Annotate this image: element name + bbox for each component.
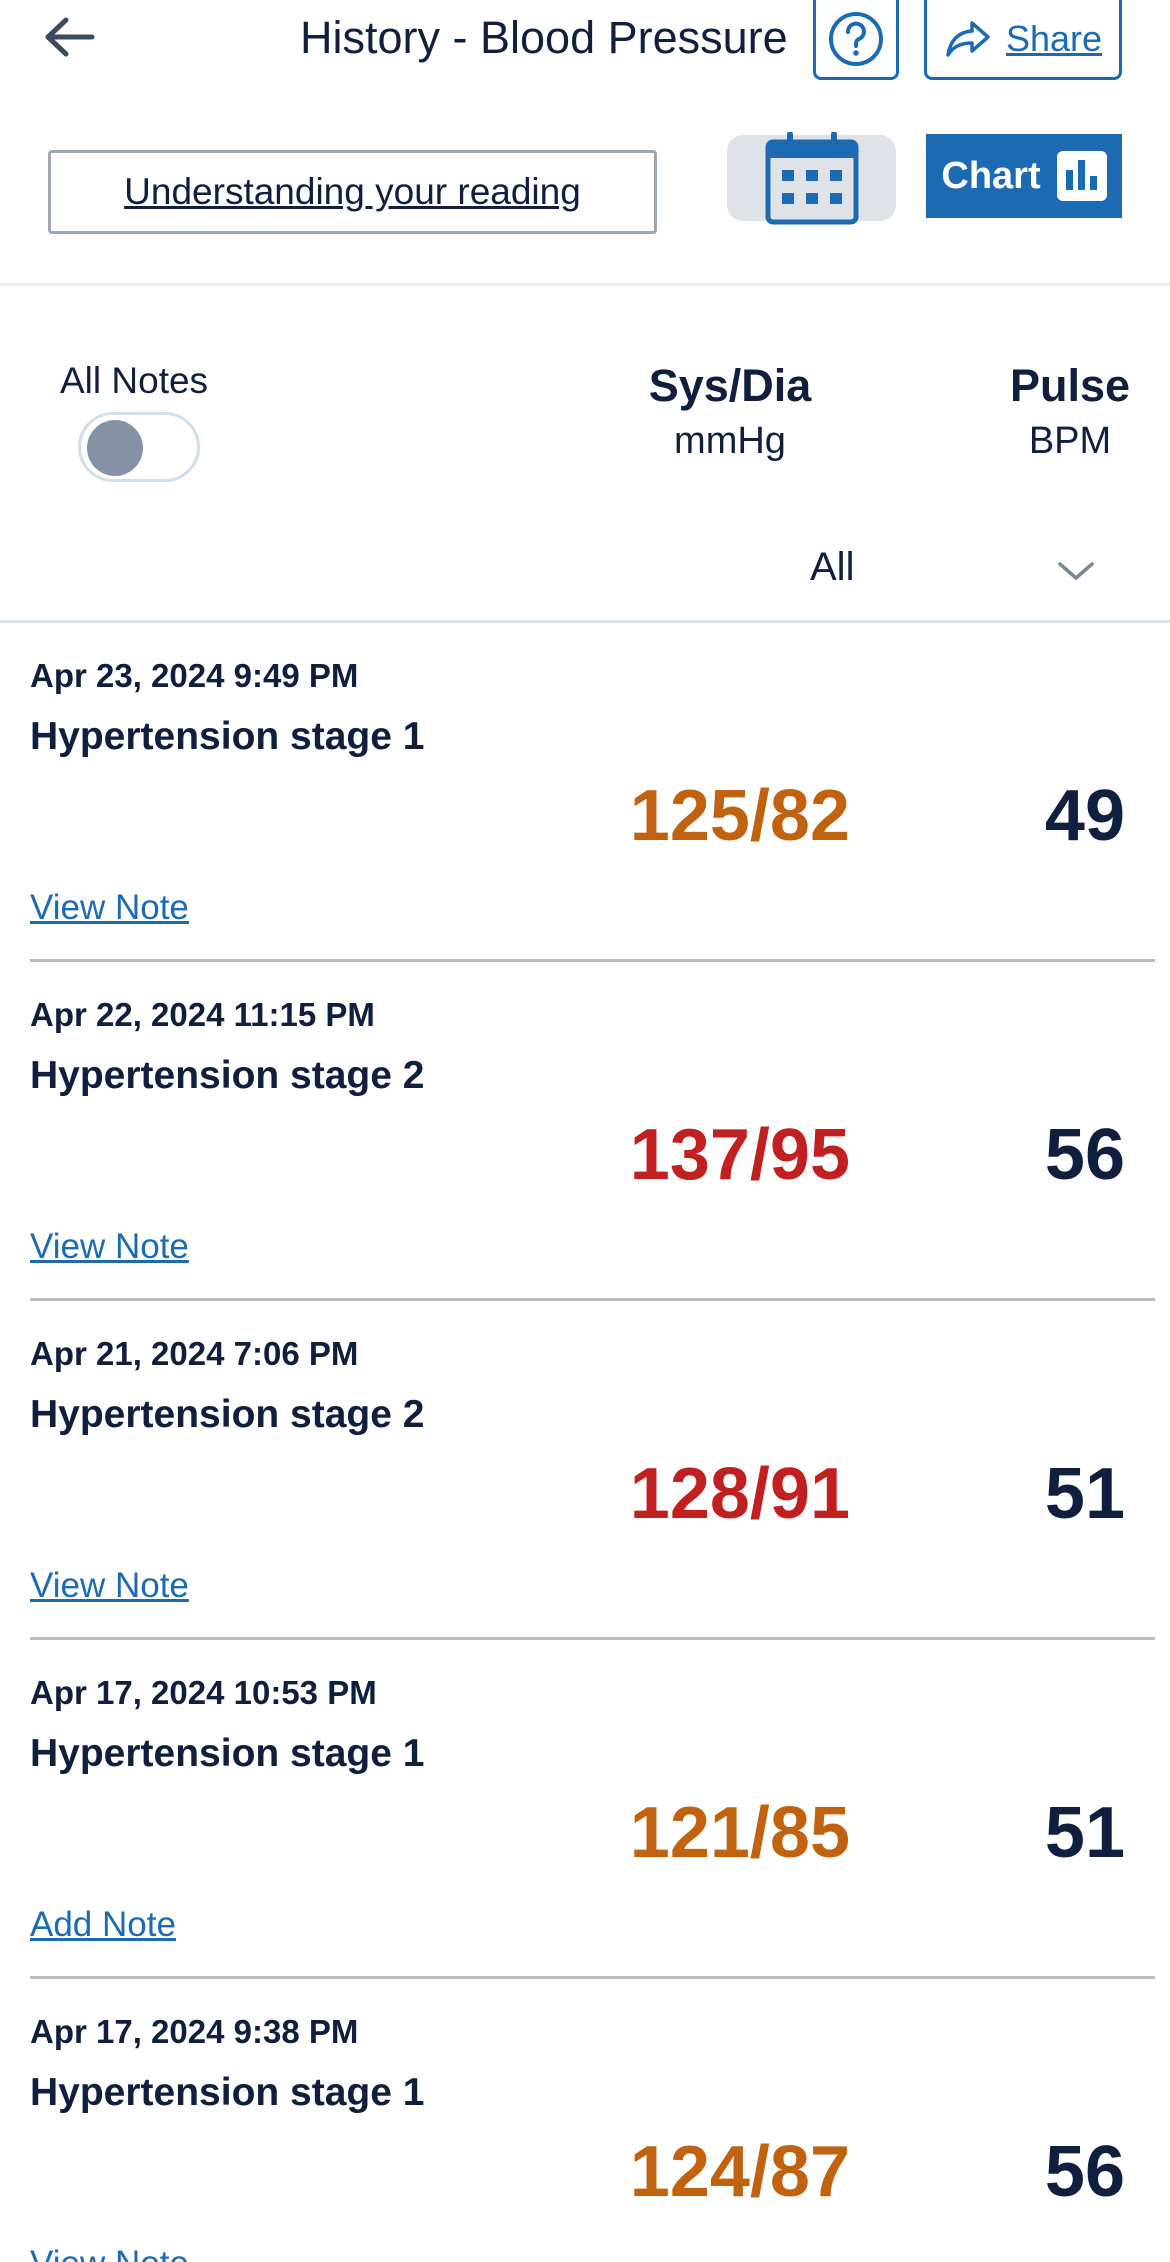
reading-date: Apr 17, 2024 9:38 PM: [30, 2013, 359, 2050]
reading-date: Apr 17, 2024 10:53 PM: [30, 1674, 377, 1711]
pulse-column-header: Pulse BPM: [980, 360, 1160, 463]
note-link[interactable]: View Note: [30, 1566, 189, 1605]
arrow-left-icon: [45, 17, 95, 57]
note-link[interactable]: Add Note: [30, 1905, 176, 1944]
calendar-view-button[interactable]: [727, 132, 896, 225]
column-header: All Notes Sys/Dia mmHg Pulse BPM All: [0, 290, 1170, 623]
all-notes-label: All Notes: [60, 360, 209, 401]
reading-row[interactable]: Apr 22, 2024 11:15 PM Hypertension stage …: [0, 962, 1170, 1301]
question-circle-icon: [829, 11, 883, 66]
chevron-down-icon: [1058, 562, 1094, 580]
calendar-icon: [765, 132, 858, 225]
filter-value: All: [810, 545, 855, 589]
bar-chart-icon: [1056, 151, 1107, 201]
chart-label: Chart: [941, 154, 1041, 197]
share-label: Share: [1005, 17, 1103, 59]
reading-category: Hypertension stage 1: [30, 715, 425, 758]
row-divider: [30, 1976, 1155, 1979]
reading-sysdia: 121/85: [629, 1793, 850, 1873]
reading-filter-dropdown[interactable]: All: [700, 545, 1120, 605]
reading-row[interactable]: Apr 17, 2024 10:53 PM Hypertension stage …: [0, 1640, 1170, 1979]
reading-sysdia: 137/95: [629, 1115, 850, 1195]
back-button[interactable]: [40, 12, 102, 62]
reading-category: Hypertension stage 1: [30, 1732, 425, 1775]
page-title: History - Blood Pressure: [300, 12, 788, 63]
sysdia-column-header: Sys/Dia mmHg: [600, 360, 860, 463]
reading-category: Hypertension stage 2: [30, 1054, 425, 1097]
row-divider: [30, 959, 1155, 962]
reading-sysdia: 124/87: [629, 2132, 850, 2212]
reading-date: Apr 23, 2024 9:49 PM: [30, 657, 359, 694]
reading-date: Apr 21, 2024 7:06 PM: [30, 1335, 359, 1372]
reading-sysdia: 125/82: [629, 776, 850, 856]
chart-view-button[interactable]: Chart: [926, 134, 1122, 218]
row-divider: [30, 1298, 1155, 1301]
all-notes-toggle[interactable]: [78, 412, 200, 482]
reading-category: Hypertension stage 1: [30, 2071, 425, 2114]
share-button[interactable]: Share: [924, 0, 1122, 80]
toggle-knob: [87, 420, 143, 476]
reading-row[interactable]: Apr 21, 2024 7:06 PM Hypertension stage 2…: [0, 1301, 1170, 1640]
reading-pulse: 56: [1044, 2132, 1125, 2212]
reading-sysdia: 128/91: [629, 1454, 850, 1534]
reading-pulse: 51: [1044, 1793, 1125, 1873]
understanding-reading-button[interactable]: Understanding your reading: [48, 150, 657, 234]
reading-date: Apr 22, 2024 11:15 PM: [30, 996, 375, 1033]
readings-list: Apr 23, 2024 9:49 PM Hypertension stage 1…: [0, 623, 1170, 2262]
sysdia-label: Sys/Dia: [648, 360, 812, 411]
reading-row[interactable]: Apr 17, 2024 9:38 PM Hypertension stage 1…: [0, 1979, 1170, 2262]
note-link[interactable]: View Note: [30, 888, 189, 927]
row-divider: [30, 1637, 1155, 1640]
pulse-label: Pulse: [1009, 360, 1131, 411]
help-button[interactable]: [813, 0, 899, 80]
reading-category: Hypertension stage 2: [30, 1393, 425, 1436]
pulse-unit: BPM: [1028, 420, 1112, 462]
share-arrow-icon: [946, 20, 990, 57]
reading-pulse: 56: [1044, 1115, 1125, 1195]
reading-pulse: 51: [1044, 1454, 1125, 1534]
reading-row[interactable]: Apr 23, 2024 9:49 PM Hypertension stage 1…: [0, 623, 1170, 962]
sysdia-unit: mmHg: [674, 420, 786, 462]
note-link[interactable]: View Note: [30, 2244, 189, 2262]
top-bar: History - Blood Pressure Share Understan…: [0, 0, 1170, 286]
reading-pulse: 49: [1044, 776, 1125, 856]
note-link[interactable]: View Note: [30, 1227, 189, 1266]
